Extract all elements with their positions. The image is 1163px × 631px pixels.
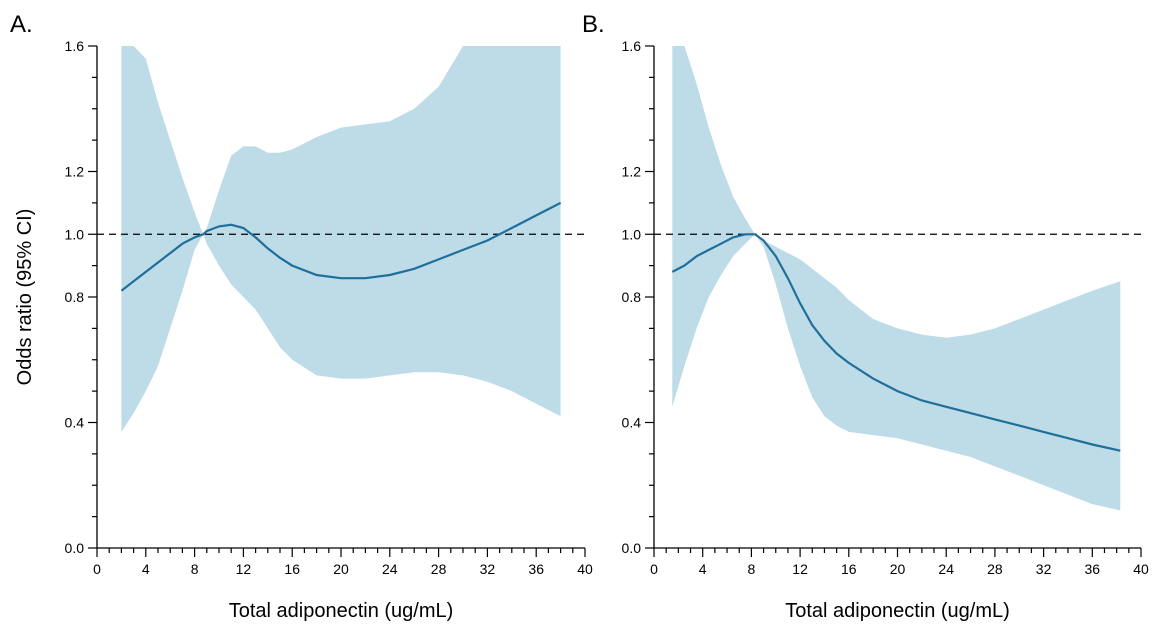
x-tick-label: 32 <box>480 561 496 577</box>
y-tick-label: 0.0 <box>65 540 85 556</box>
y-tick-label: 1.6 <box>622 38 642 54</box>
x-tick-label: 40 <box>577 561 593 577</box>
x-tick-label: 24 <box>382 561 398 577</box>
x-axis-title: Total adiponectin (ug/mL) <box>785 600 1010 622</box>
x-tick-label: 12 <box>792 561 808 577</box>
panel-a: A. 0 4 8 12 16 20 24 28 32 36 40 0.0 0.4 0.8 1.0 1.2 1.6… <box>10 11 593 622</box>
x-tick-label: 0 <box>93 561 101 577</box>
x-tick-label: 28 <box>431 561 447 577</box>
y-axis-title: Odds ratio (95% CI) <box>14 209 36 386</box>
y-tick-label: 1.2 <box>622 164 642 180</box>
y-tick-label: 0.4 <box>622 415 642 431</box>
y-tick-label: 1.0 <box>622 226 642 242</box>
x-tick-label: 28 <box>987 561 1003 577</box>
x-tick-label: 12 <box>236 561 252 577</box>
x-axis-title: Total adiponectin (ug/mL) <box>229 600 454 622</box>
x-tick-label: 20 <box>333 561 349 577</box>
x-tick-label: 24 <box>938 561 954 577</box>
x-tick-label: 36 <box>1085 561 1101 577</box>
y-tick-label: 0.4 <box>65 415 85 431</box>
y-tick-label: 1.6 <box>65 38 85 54</box>
odds-ratio-curve <box>671 233 1121 452</box>
x-tick-label: 36 <box>528 561 544 577</box>
confidence-band <box>672 46 1121 511</box>
x-tick-label: 4 <box>142 561 150 577</box>
x-tick-label: 0 <box>650 561 658 577</box>
panel-label: B. <box>582 11 605 38</box>
x-tick-label: 32 <box>1036 561 1052 577</box>
x-tick-label: 8 <box>748 561 756 577</box>
confidence-band <box>121 46 561 432</box>
x-tick-label: 16 <box>284 561 300 577</box>
x-tick-label: 40 <box>1133 561 1149 577</box>
plot-area: 0 4 8 12 16 20 24 28 32 36 40 0.0 0.4 0.8 1.0 1.2 1.6 <box>622 38 1149 577</box>
panel-b: B. 0 4 8 12 16 20 24 28 32 36 40 0.0 0.4 0.8 1.0 1.2 1.6… <box>582 11 1149 622</box>
x-tick-label: 8 <box>191 561 199 577</box>
x-tick-label: 20 <box>890 561 906 577</box>
x-tick-label: 4 <box>699 561 707 577</box>
panel-label: A. <box>10 11 33 38</box>
y-tick-label: 0.0 <box>622 540 642 556</box>
x-tick-label: 16 <box>841 561 857 577</box>
plot-area: 0 4 8 12 16 20 24 28 32 36 40 0.0 0.4 0.8 1.0 1.2 1.6 <box>65 38 593 577</box>
y-tick-label: 1.0 <box>65 226 85 242</box>
y-tick-label: 0.8 <box>65 289 85 305</box>
odds-ratio-curve <box>120 201 562 292</box>
y-tick-label: 0.8 <box>622 289 642 305</box>
y-tick-label: 1.2 <box>65 164 85 180</box>
